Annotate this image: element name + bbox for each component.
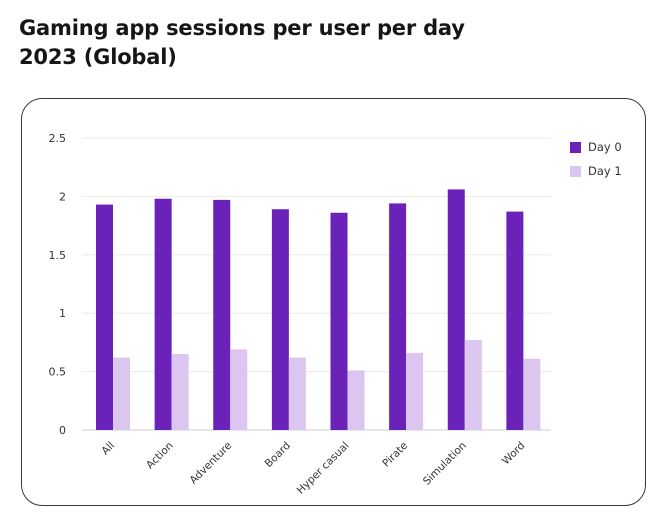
bar-day-0 [506,211,524,430]
x-tick-label: Simulation [421,440,469,488]
bar-day-1 [347,370,365,430]
x-tick-label: All [99,440,117,458]
bar-day-0 [96,204,113,430]
y-tick-label: 1 [59,307,66,320]
bar-day-1 [523,358,541,430]
bar-day-1 [464,340,482,430]
y-tick-label: 0 [59,424,66,437]
bar-day-1 [171,354,189,430]
bar-day-1 [230,349,248,430]
chart-title: Gaming app sessions per user per day 202… [19,14,639,72]
bar-day-0 [330,212,348,430]
x-tick-label: Hyper casual [295,440,352,497]
x-tick-label: Action [144,440,176,472]
x-tick-label: Word [500,440,528,468]
y-tick-label: 1.5 [49,249,67,262]
x-tick-label: Board [263,440,293,470]
bar-day-0 [213,199,231,430]
y-tick-label: 0.5 [49,366,67,379]
x-tick-label: Pirate [380,440,410,470]
chart-title-line-1: Gaming app sessions per user per day [19,16,465,40]
legend-item-day-0: Day 0 [570,135,622,159]
bar-day-0 [154,198,172,430]
legend: Day 0 Day 1 [570,135,622,183]
y-tick-label: 2.5 [49,132,67,145]
chart-title-line-2: 2023 (Global) [19,45,177,69]
x-tick-label: Adventure [187,440,234,487]
y-tick-label: 2 [59,190,66,203]
legend-label-day-1: Day 1 [588,164,622,178]
legend-swatch-day-0 [570,141,581,153]
legend-swatch-day-1 [570,165,581,177]
legend-label-day-0: Day 0 [588,140,622,154]
bar-day-1 [288,357,306,430]
bar-day-0 [389,203,407,430]
bar-day-1 [113,357,130,430]
bar-day-0 [271,209,289,430]
legend-item-day-1: Day 1 [570,159,622,183]
bar-day-1 [406,352,424,430]
bar-day-0 [447,189,465,430]
